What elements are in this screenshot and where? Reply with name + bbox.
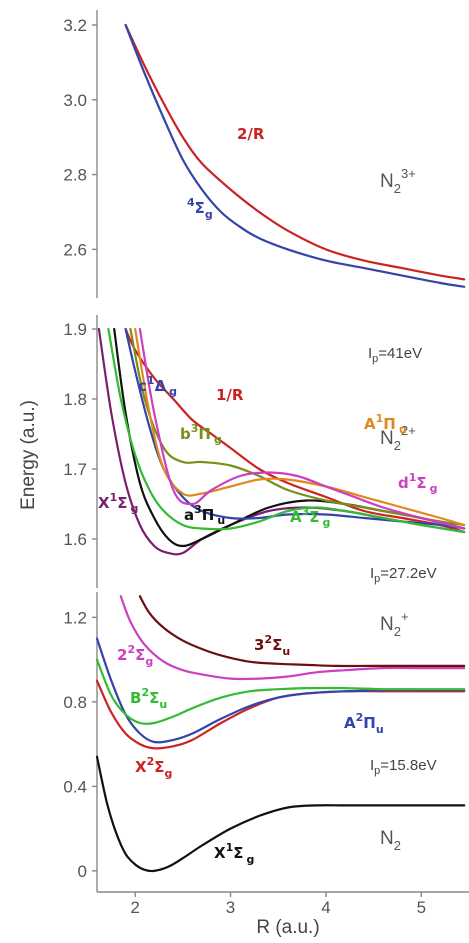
bot-ytick-label-3: 0 [78, 862, 87, 881]
xtick-label-2: 4 [321, 898, 330, 917]
label-quartet-sigma-g: 4Σg [187, 196, 213, 221]
xtick-label-1: 3 [226, 898, 235, 917]
label-X2-sigma-g: X2Σg [135, 755, 172, 780]
ip-41-label: Ip=41eV [368, 345, 422, 365]
species-n2-2plus: N22+ [380, 423, 416, 453]
mid-curve-d1-g [138, 327, 466, 530]
top-ytick-label-3: 2.6 [63, 240, 87, 259]
bottom-panel: 1.2 0.8 0.4 0 2 3 4 5 [63, 592, 469, 917]
bot-ytick-label-0: 1.2 [63, 608, 87, 627]
label-A1-pi-u: A1Π u [364, 412, 407, 436]
x-axis-title: R (a.u.) [256, 917, 319, 938]
top-panel: 3.2 3.0 2.8 2.6 [63, 10, 466, 298]
mid-ytick-label-3: 1.6 [63, 530, 87, 549]
label-X1-sigma-g-neutral: X1Σ g [214, 841, 254, 866]
top-curve-4-g [124, 23, 466, 288]
bot-ytick-label-2: 0.4 [63, 777, 87, 796]
label-22-sigma-g: 22Σg [117, 643, 153, 668]
label-B2-sigma-u: B2Σu [130, 686, 167, 711]
xtick-label-3: 5 [417, 898, 426, 917]
ip-27-label: Ip=27.2eV [370, 565, 437, 585]
label-1-over-r: 1/R [216, 386, 244, 404]
label-d1-sigma-g: d1Σ g [398, 471, 438, 495]
mid-curve-b3-g [129, 327, 466, 527]
label-A3-sigma-g: A3Σ g [290, 505, 330, 529]
mid-curve-a1-u [134, 327, 466, 527]
mid-ytick-label-2: 1.7 [63, 460, 87, 479]
mid-ytick-label-0: 1.9 [63, 320, 87, 339]
species-n2-3plus: N23+ [380, 166, 416, 196]
label-b3-pi-g: b3Π g [180, 422, 222, 446]
label-a3-pi-u: a3Π u [184, 503, 225, 527]
label-c1-delta-g: c1Δ g [138, 374, 177, 398]
label-X1-sigma-g-dication: X1Σ g [98, 491, 138, 515]
species-n2-plus: N2+ [380, 609, 409, 639]
label-2-over-r: 2/R [237, 125, 265, 143]
label-A2-pi-u: A2Πu [344, 711, 384, 736]
top-ytick-label-0: 3.2 [63, 16, 87, 35]
bot-ytick-label-1: 0.8 [63, 693, 87, 712]
top-curve-2-r [124, 23, 466, 281]
mid-curve-1-r [124, 327, 466, 534]
top-ytick-label-2: 2.8 [63, 166, 87, 185]
species-n2: N2 [380, 828, 401, 853]
bot-curve-32-u [138, 595, 466, 668]
middle-panel: 1.9 1.8 1.7 1.6 [63, 315, 466, 588]
xtick-label-0: 2 [130, 898, 139, 917]
mid-ytick-label-1: 1.8 [63, 390, 87, 409]
bot-curve-x1-g-n2 [95, 755, 466, 873]
label-32-sigma-u: 32Σu [254, 633, 290, 658]
y-axis-title: Energy (a.u.) [18, 400, 39, 510]
bot-curve-b2-u [95, 658, 466, 725]
ip-15-label: Ip=15.8eV [370, 757, 437, 777]
top-ytick-label-1: 3.0 [63, 91, 87, 110]
mid-curve-a3-g [107, 327, 466, 534]
bot-curve-2-g [119, 595, 466, 681]
bot-curve-a2-u [95, 637, 466, 744]
